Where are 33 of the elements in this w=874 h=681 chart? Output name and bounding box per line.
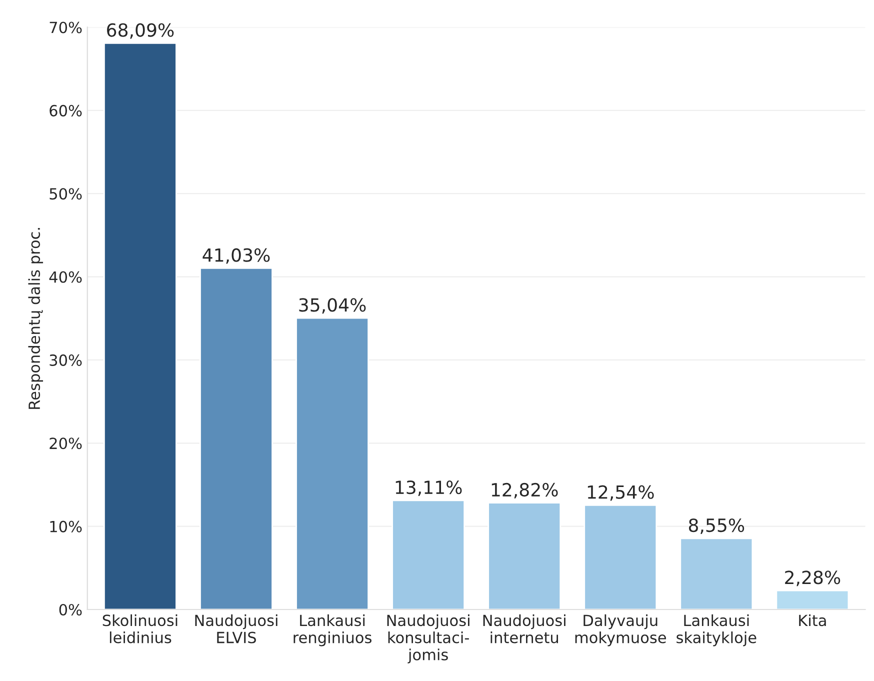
x-tick-label: Lankausi renginiuos: [294, 614, 372, 646]
x-tick-label: Skolinuosi leidinius: [102, 614, 178, 644]
x-tick-label: Kita: [799, 614, 826, 626]
y-tick-label: 30%: [50, 354, 82, 366]
x-tick-label: Naudojuosi internetu: [483, 614, 566, 644]
bar: [680, 538, 754, 610]
data-label: 68,09%: [107, 23, 174, 39]
bar: [200, 268, 273, 610]
data-label: 41,03%: [202, 248, 270, 264]
bar: [392, 500, 466, 610]
bar: [584, 504, 658, 610]
y-axis-title: Respondentų dalis proc.: [28, 228, 44, 409]
y-tick-label: 50%: [50, 188, 82, 200]
data-label: 8,55%: [688, 518, 744, 534]
x-tick-label: Lankausi skaitykloje: [676, 614, 756, 646]
y-tick-label: 60%: [50, 104, 82, 116]
y-tick-label: 20%: [50, 438, 82, 450]
x-tick-label: Dalyvauju mokymuose: [575, 614, 666, 646]
data-label: 35,04%: [299, 298, 366, 314]
data-label: 13,11%: [396, 480, 462, 496]
x-tick-label: Naudojuosi ELVIS: [195, 614, 278, 644]
x-tick-label: Naudojuosi konsultaci- jomis: [387, 614, 470, 664]
y-tick-label: 40%: [49, 271, 82, 283]
bar: [104, 42, 177, 610]
y-tick-label: 10%: [50, 520, 82, 532]
data-label: 12,82%: [492, 482, 558, 498]
y-tick-label: 0%: [59, 604, 82, 616]
bar: [776, 590, 850, 610]
y-tick-label: 70%: [50, 22, 82, 34]
data-label: 12,54%: [588, 485, 654, 501]
data-label: 2,28%: [785, 570, 840, 586]
bar: [296, 317, 369, 610]
bar: [488, 502, 562, 610]
